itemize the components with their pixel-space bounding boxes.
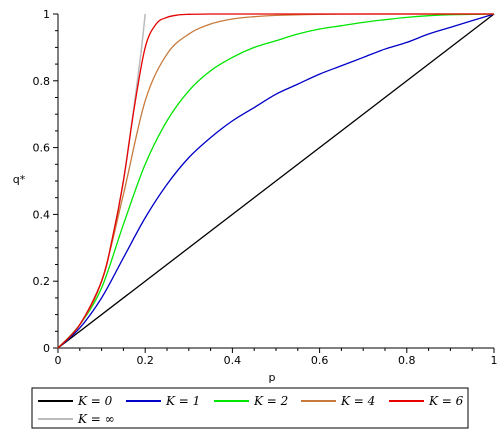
x-axis-label: p	[269, 371, 276, 384]
series-lines	[57, 13, 495, 349]
x-tick-label: 0.4	[224, 354, 242, 367]
ticks	[53, 13, 495, 353]
series-line-k-2	[57, 13, 495, 349]
y-tick-label: 0.6	[33, 142, 51, 155]
legend-box	[31, 387, 469, 429]
legend-label-k-infinity: K = ∞	[77, 412, 115, 426]
x-tick-label: 0.2	[136, 354, 154, 367]
y-axis-label: q*	[13, 173, 26, 186]
y-tick-label: 0.2	[33, 275, 51, 288]
legend-label-k-1: K = 1	[165, 394, 200, 408]
x-tick-label: 0	[55, 354, 62, 367]
series-line-k-1	[57, 13, 495, 349]
legend-label-k-6: K = 6	[428, 394, 464, 408]
legend: K = 0 K = 1 K = 2 K = 4 K = 6 K = ∞	[31, 387, 469, 429]
legend-label-k-4: K = 4	[340, 394, 375, 408]
x-tick-label: 0.8	[398, 354, 416, 367]
legend-label-k-2: K = 2	[253, 394, 288, 408]
y-tick-label: 0	[43, 342, 50, 355]
legend-label-k-0: K = 0	[77, 394, 113, 408]
series-line-k-6	[57, 13, 494, 349]
x-tick-label: 0.6	[311, 354, 329, 367]
y-tick-label: 1	[43, 8, 50, 21]
series-line-k-0	[57, 13, 495, 349]
y-tick-label: 0.8	[33, 75, 51, 88]
tick-labels: 0 0.2 0.4 0.6 0.8 1 0 0.2 0.4 0.6 0.8 1	[33, 8, 498, 367]
x-tick-label: 1	[491, 354, 498, 367]
y-tick-label: 0.4	[33, 208, 51, 221]
